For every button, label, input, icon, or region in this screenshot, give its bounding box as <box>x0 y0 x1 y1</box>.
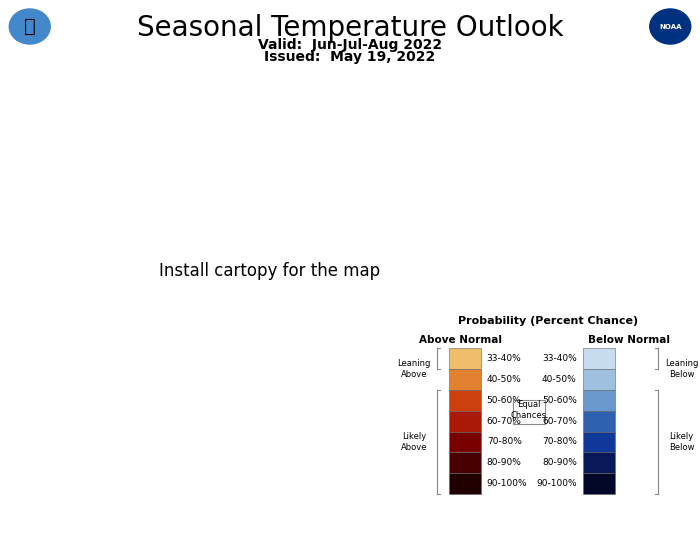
Text: 33-40%: 33-40% <box>486 354 522 364</box>
Bar <box>582 411 615 432</box>
Text: 🛡: 🛡 <box>24 17 36 36</box>
Text: 70-80%: 70-80% <box>486 437 522 446</box>
Bar <box>513 400 545 424</box>
Bar <box>582 390 615 411</box>
Bar <box>582 348 615 369</box>
Text: 90-100%: 90-100% <box>486 479 527 488</box>
Text: 33-40%: 33-40% <box>542 354 577 364</box>
Bar <box>449 369 481 390</box>
Text: Valid:  Jun-Jul-Aug 2022: Valid: Jun-Jul-Aug 2022 <box>258 38 442 52</box>
Bar <box>449 432 481 452</box>
Text: Leaning
Above: Leaning Above <box>398 359 430 379</box>
Text: Issued:  May 19, 2022: Issued: May 19, 2022 <box>265 50 435 64</box>
Text: Install cartopy for the map: Install cartopy for the map <box>159 261 380 280</box>
Bar <box>449 348 481 369</box>
Bar <box>582 452 615 473</box>
Text: Below Normal: Below Normal <box>588 335 670 345</box>
Text: Probability (Percent Chance): Probability (Percent Chance) <box>458 316 638 326</box>
Text: Likely
Below: Likely Below <box>668 432 694 452</box>
Text: Leaning
Below: Leaning Below <box>665 359 698 379</box>
Text: 80-90%: 80-90% <box>486 458 522 467</box>
Bar <box>449 473 481 494</box>
Text: 70-80%: 70-80% <box>542 437 577 446</box>
Bar <box>449 411 481 432</box>
Text: 60-70%: 60-70% <box>542 417 577 426</box>
Text: 60-70%: 60-70% <box>486 417 522 426</box>
Bar <box>449 452 481 473</box>
Text: NOAA: NOAA <box>659 23 682 30</box>
Bar <box>582 432 615 452</box>
Text: 50-60%: 50-60% <box>486 396 522 405</box>
Text: Equal
Chances: Equal Chances <box>511 400 547 420</box>
Bar <box>582 369 615 390</box>
Text: 90-100%: 90-100% <box>536 479 577 488</box>
Text: 40-50%: 40-50% <box>486 375 522 384</box>
Circle shape <box>650 9 691 44</box>
Text: 80-90%: 80-90% <box>542 458 577 467</box>
Text: Likely
Above: Likely Above <box>401 432 428 452</box>
Bar <box>449 390 481 411</box>
Circle shape <box>9 9 50 44</box>
Text: 40-50%: 40-50% <box>542 375 577 384</box>
Text: Above Normal: Above Normal <box>419 335 502 345</box>
Bar <box>582 473 615 494</box>
Text: 50-60%: 50-60% <box>542 396 577 405</box>
Text: Seasonal Temperature Outlook: Seasonal Temperature Outlook <box>136 14 564 42</box>
